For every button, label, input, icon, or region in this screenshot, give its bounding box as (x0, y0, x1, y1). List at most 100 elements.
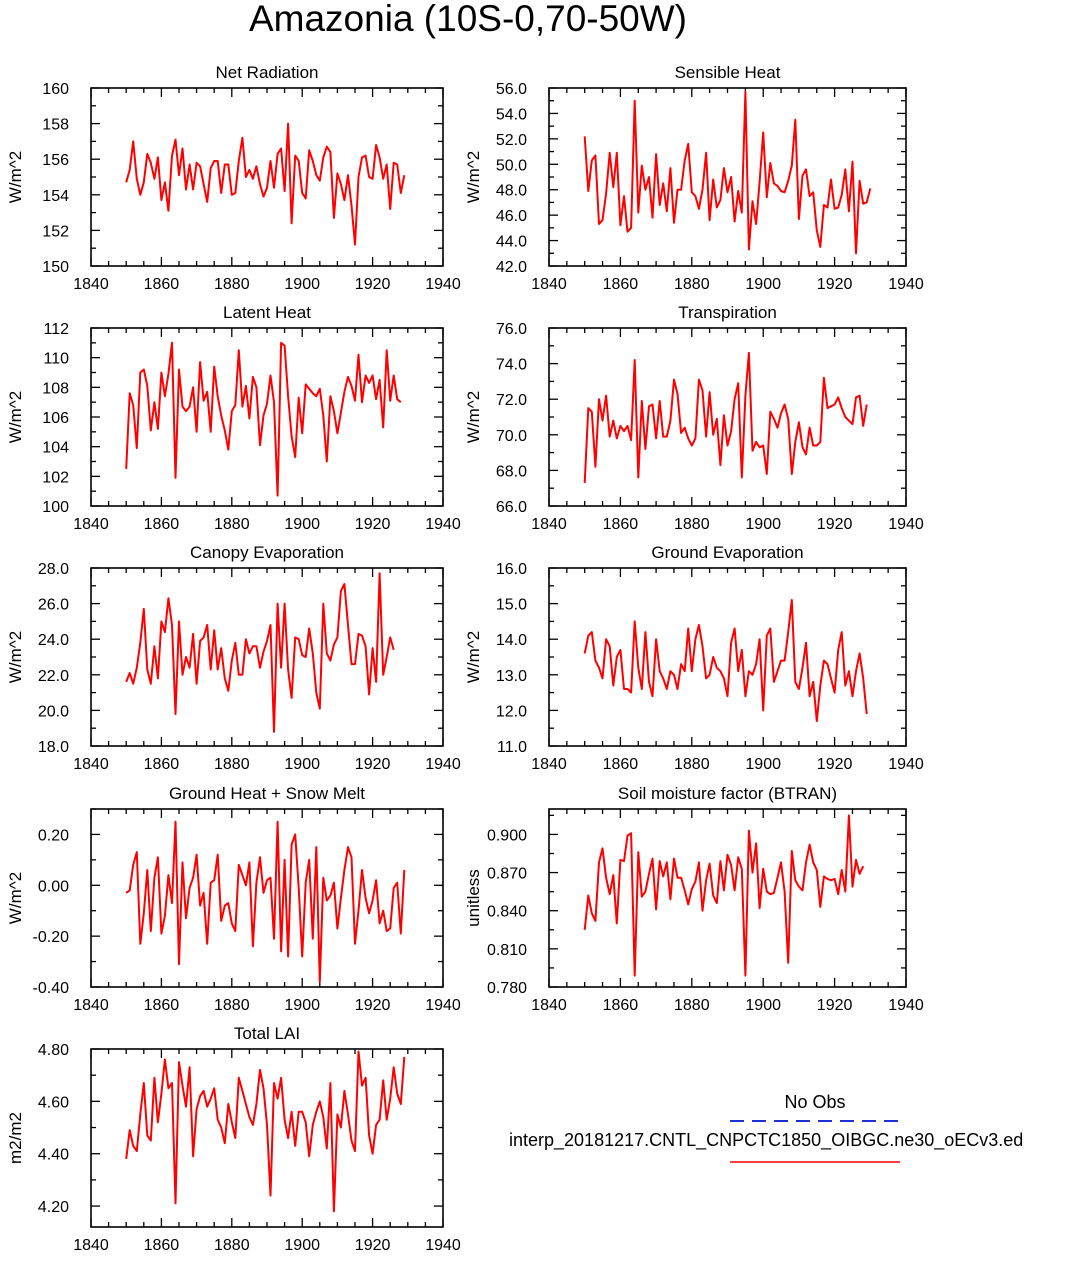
x-tick-label: 1880 (214, 276, 250, 293)
y-tick-label: 68.0 (496, 463, 527, 480)
y-axis-label: W/m^2 (464, 391, 483, 443)
y-tick-label: 158 (42, 117, 69, 134)
legend: No Obs interp_20181217.CNTL_CNPCTC1850_O… (509, 1092, 1023, 1163)
x-tick-label: 1860 (144, 1237, 180, 1254)
y-axis-label: W/m^2 (6, 631, 25, 683)
y-tick-label: 4.20 (38, 1199, 69, 1216)
x-tick-label: 1880 (214, 516, 250, 533)
series-line-model (125, 572, 395, 733)
x-tick-label: 1900 (284, 276, 320, 293)
x-tick-label: 1840 (531, 276, 567, 293)
x-tick-label: 1880 (214, 1237, 250, 1254)
x-tick-label: 1940 (425, 276, 461, 293)
y-tick-label: 100 (42, 499, 69, 516)
x-tick-label: 1880 (674, 516, 710, 533)
x-tick-label: 1840 (73, 997, 109, 1014)
y-tick-label: -0.20 (33, 929, 70, 946)
x-tick-label: 1900 (284, 756, 320, 773)
y-tick-label: 42.0 (496, 259, 527, 276)
x-tick-label: 1880 (214, 997, 250, 1014)
chart-panel: Canopy Evaporation W/m^2 1840 1860 1880 1900 1… (6, 543, 461, 773)
y-tick-label: 0.900 (487, 827, 527, 844)
x-tick-label: 1920 (817, 997, 853, 1014)
chart-panel: Soil moisture factor (BTRAN) unitless 1840… (464, 784, 924, 1014)
y-tick-label: 76.0 (496, 321, 527, 338)
y-tick-label: 70.0 (496, 428, 527, 445)
y-tick-label: 72.0 (496, 392, 527, 409)
y-tick-label: 0.20 (38, 827, 69, 844)
y-tick-label: 112 (43, 321, 69, 338)
panel-title: Ground Evaporation (651, 543, 803, 562)
y-tick-label: 106 (42, 410, 69, 427)
y-axis-label: W/m^2 (6, 872, 25, 924)
x-tick-label: 1940 (888, 997, 924, 1014)
series-line-model (125, 1050, 406, 1213)
series-line-model (583, 814, 865, 977)
chart-panel: Transpiration W/m^2 1840 1860 1880 1900 1920 19… (464, 303, 924, 533)
y-tick-label: 28.0 (38, 561, 69, 578)
x-tick-label: 1880 (674, 276, 710, 293)
plot-frame (90, 808, 444, 988)
y-tick-label: 150 (42, 259, 69, 276)
x-tick-label: 1920 (355, 1237, 391, 1254)
y-tick-label: 18.0 (38, 739, 69, 756)
y-tick-label: 48.0 (496, 183, 527, 200)
y-tick-label: 26.0 (38, 597, 69, 614)
x-tick-label: 1940 (888, 756, 924, 773)
chart-panel: Net Radiation W/m^2 1840 1860 1880 1900 1920 19… (6, 63, 461, 293)
y-tick-label: 152 (42, 223, 69, 240)
x-tick-label: 1920 (817, 516, 853, 533)
chart-panel: Ground Heat + Snow Melt W/m^2 1840 1860 1880… (6, 784, 461, 1014)
x-tick-label: 1860 (603, 756, 639, 773)
y-tick-label: 154 (42, 188, 69, 205)
y-tick-label: 11.0 (497, 739, 527, 756)
x-tick-label: 1860 (144, 997, 180, 1014)
y-axis-label: W/m^2 (464, 631, 483, 683)
series-line-model (125, 341, 402, 497)
y-tick-label: -0.40 (33, 980, 70, 997)
chart-panels: Net Radiation W/m^2 1840 1860 1880 1900 1920 19… (6, 63, 924, 1254)
y-tick-label: 12.0 (496, 703, 527, 720)
x-tick-label: 1860 (144, 276, 180, 293)
panel-title: Transpiration (678, 303, 777, 322)
x-tick-label: 1860 (144, 516, 180, 533)
y-axis-label: W/m^2 (6, 391, 25, 443)
series-line-model (583, 90, 872, 255)
plot-frame (548, 567, 907, 747)
plot-frame (548, 808, 907, 988)
y-tick-label: 20.0 (38, 703, 69, 720)
x-tick-label: 1940 (888, 276, 924, 293)
x-tick-label: 1880 (214, 756, 250, 773)
y-tick-label: 102 (42, 469, 69, 486)
x-tick-label: 1940 (425, 756, 461, 773)
y-axis-label: m2/m2 (6, 1112, 25, 1164)
y-tick-label: 4.60 (38, 1094, 69, 1111)
x-tick-label: 1900 (745, 516, 781, 533)
y-axis-label: unitless (464, 869, 483, 927)
chart-panel: Total LAI m2/m2 1840 1860 1880 1900 1920 1940 4.… (6, 1024, 461, 1254)
y-tick-label: 56.0 (496, 81, 527, 98)
panel-title: Total LAI (234, 1024, 300, 1043)
chart-panel: Sensible Heat W/m^2 1840 1860 1880 1900 1920 19… (464, 63, 924, 293)
series-line-model (125, 122, 406, 246)
panel-title: Latent Heat (223, 303, 311, 322)
y-tick-label: 50.0 (496, 157, 527, 174)
x-tick-label: 1840 (73, 276, 109, 293)
x-tick-label: 1940 (425, 997, 461, 1014)
x-tick-label: 1840 (73, 1237, 109, 1254)
x-tick-label: 1860 (603, 997, 639, 1014)
x-tick-label: 1840 (531, 997, 567, 1014)
y-tick-label: 44.0 (496, 234, 527, 251)
y-tick-label: 54.0 (496, 106, 527, 123)
series-line-model (583, 351, 868, 483)
panel-title: Soil moisture factor (BTRAN) (618, 784, 837, 803)
x-tick-label: 1920 (817, 276, 853, 293)
x-tick-label: 1940 (425, 1237, 461, 1254)
panel-title: Ground Heat + Snow Melt (169, 784, 365, 803)
x-tick-label: 1900 (745, 276, 781, 293)
y-tick-label: 0.810 (487, 942, 527, 959)
y-axis-label: W/m^2 (6, 151, 25, 203)
x-tick-label: 1860 (603, 276, 639, 293)
plot-frame (90, 327, 444, 507)
